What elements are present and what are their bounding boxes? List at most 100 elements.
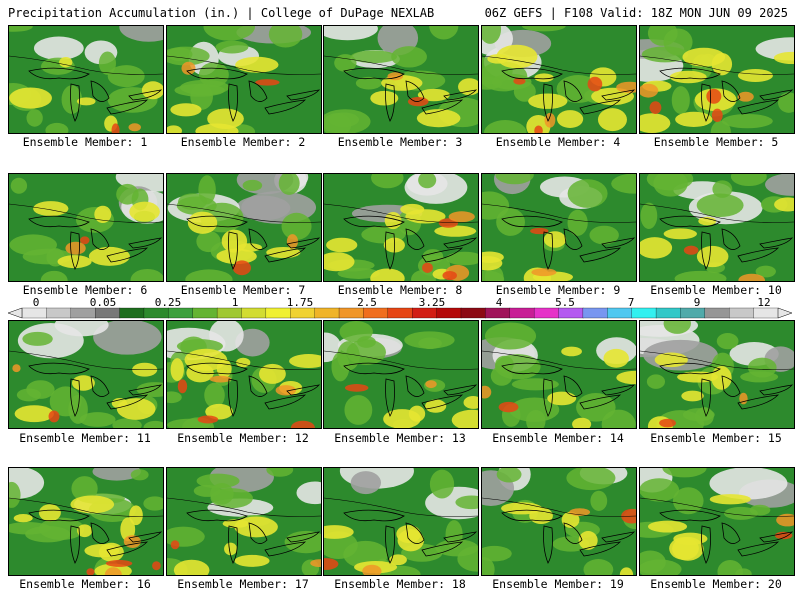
ensemble-map-panel: [639, 467, 795, 576]
member-caption: Ensemble Member: 9: [495, 283, 621, 297]
colorbar-segment: [680, 307, 706, 319]
ensemble-map-panel: [8, 173, 164, 282]
ensemble-map-panel: [481, 25, 637, 134]
precip-map: [482, 321, 636, 428]
ensemble-map-panel: [481, 467, 637, 576]
member-caption: Ensemble Member: 16: [19, 577, 151, 591]
colorbar-segment: [143, 307, 169, 319]
colorbar-tick-label: 12: [757, 296, 771, 309]
precip-map: [167, 468, 321, 575]
colorbar-tick-label: 3.25: [418, 296, 446, 309]
precip-map: [167, 174, 321, 281]
precip-map: [9, 174, 163, 281]
valid-time: 06Z GEFS | F108 Valid: 18Z MON JUN 09 20…: [484, 6, 788, 20]
ensemble-map-panel: [8, 467, 164, 576]
member-caption: Ensemble Member: 13: [334, 431, 466, 445]
ensemble-map-panel: [166, 173, 322, 282]
member-caption: Ensemble Member: 17: [177, 577, 309, 591]
colorbar-tick-label: 0.05: [89, 296, 117, 309]
member-caption: Ensemble Member: 20: [650, 577, 782, 591]
colorbar-tick-label: 9: [693, 296, 701, 309]
precip-map: [482, 26, 636, 133]
colorbar-tick-label: 1: [231, 296, 239, 309]
colorbar-segment: [704, 307, 730, 319]
member-caption: Ensemble Member: 19: [492, 577, 624, 591]
colorbar-segment: [607, 307, 633, 319]
colorbar-segment: [558, 307, 584, 319]
member-caption: Ensemble Member: 6: [22, 283, 148, 297]
colorbar-tick-label: 1.75: [286, 296, 314, 309]
ensemble-map-panel: [166, 25, 322, 134]
colorbar-right-arrow: [777, 307, 792, 319]
colorbar-tick-label: 0.25: [154, 296, 182, 309]
ensemble-map-panel: [481, 173, 637, 282]
ensemble-map-panel: [8, 25, 164, 134]
precip-map: [640, 26, 794, 133]
colorbar-segment: [192, 307, 218, 319]
member-caption: Ensemble Member: 15: [650, 431, 782, 445]
ensemble-map-panel: [323, 25, 479, 134]
colorbar-segment: [533, 307, 560, 319]
colorbar-segment: [436, 307, 462, 319]
colorbar-tick-label: 5.5: [555, 296, 575, 309]
colorbar-segment: [460, 307, 487, 319]
precip-map: [9, 468, 163, 575]
colorbar-tick-label: 7: [627, 296, 635, 309]
colorbar-segment: [241, 307, 267, 319]
chart-title: Precipitation Accumulation (in.) | Colle…: [8, 6, 435, 20]
precip-map: [324, 468, 478, 575]
colorbar-segment: [582, 307, 608, 319]
colorbar-segment: [119, 307, 145, 319]
color-scale-bar: [8, 307, 792, 319]
member-caption: Ensemble Member: 8: [337, 283, 463, 297]
ensemble-map-panel: [166, 320, 322, 429]
ensemble-map-panel: [323, 173, 479, 282]
precip-map: [324, 26, 478, 133]
member-caption: Ensemble Member: 2: [180, 135, 306, 149]
colorbar-segment: [338, 307, 365, 319]
colorbar-segment: [753, 307, 779, 319]
precip-map: [9, 321, 163, 428]
colorbar-segment: [485, 307, 511, 319]
colorbar-segment: [509, 307, 535, 319]
colorbar-segment: [168, 307, 194, 319]
member-caption: Ensemble Member: 11: [19, 431, 151, 445]
colorbar-tick-label: 2.5: [357, 296, 377, 309]
member-caption: Ensemble Member: 4: [495, 135, 621, 149]
colorbar-tick-label: 4: [495, 296, 503, 309]
precip-map: [640, 174, 794, 281]
member-caption: Ensemble Member: 10: [650, 283, 782, 297]
member-caption: Ensemble Member: 7: [180, 283, 306, 297]
precip-map: [640, 468, 794, 575]
precip-map: [167, 321, 321, 428]
member-caption: Ensemble Member: 18: [334, 577, 466, 591]
ensemble-map-panel: [323, 320, 479, 429]
ensemble-map-panel: [639, 25, 795, 134]
member-caption: Ensemble Member: 3: [337, 135, 463, 149]
ensemble-map-panel: [481, 320, 637, 429]
colorbar-segment: [412, 307, 438, 319]
colorbar-segment: [363, 307, 389, 319]
ensemble-map-panel: [639, 173, 795, 282]
precip-map: [9, 26, 163, 133]
ensemble-map-panel: [639, 320, 795, 429]
precip-map: [167, 26, 321, 133]
colorbar-tick-label: 0: [32, 296, 40, 309]
member-caption: Ensemble Member: 1: [22, 135, 148, 149]
precip-map: [324, 321, 478, 428]
colorbar-segment: [21, 307, 48, 319]
colorbar-segment: [729, 307, 755, 319]
colorbar-segment: [95, 307, 121, 319]
member-caption: Ensemble Member: 12: [177, 431, 309, 445]
precip-map: [482, 174, 636, 281]
colorbar-segment: [290, 307, 316, 319]
colorbar-segment: [655, 307, 682, 319]
precip-map: [482, 468, 636, 575]
colorbar-left-arrow: [8, 307, 23, 319]
ensemble-map-panel: [323, 467, 479, 576]
colorbar-segment: [314, 307, 340, 319]
precip-map: [640, 321, 794, 428]
colorbar-segment: [70, 307, 96, 319]
colorbar-segment: [46, 307, 72, 319]
colorbar-segment: [631, 307, 657, 319]
